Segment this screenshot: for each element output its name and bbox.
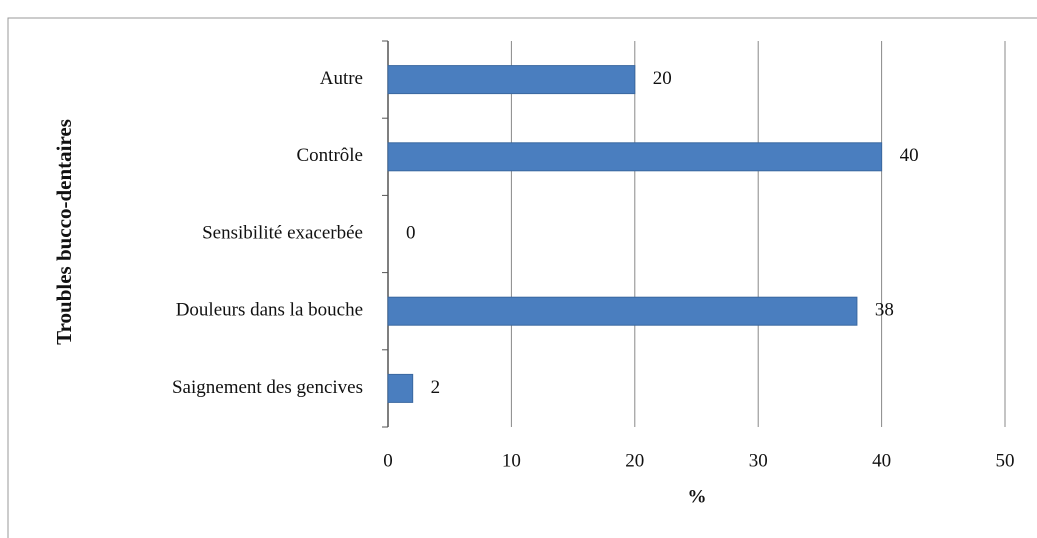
data-label: 40 [900, 145, 919, 166]
data-label: 2 [431, 377, 441, 398]
x-axis-label: % [688, 486, 707, 507]
chart-frame [7, 17, 1037, 538]
data-label: 0 [406, 222, 416, 243]
bar [387, 142, 883, 172]
bar [387, 296, 858, 326]
bar [387, 65, 636, 95]
y-tick-label: Saignement des gencives [172, 377, 363, 398]
y-tick-label: Sensibilité exacerbée [202, 222, 363, 243]
y-tick-label: Douleurs dans la bouche [176, 300, 363, 321]
y-tick-label: Contrôle [297, 145, 364, 166]
x-tick-label: 20 [625, 450, 644, 471]
x-tick-label: 0 [383, 450, 393, 471]
x-tick-label: 40 [872, 450, 891, 471]
data-label: 20 [653, 68, 672, 89]
x-tick-label: 30 [749, 450, 768, 471]
y-tick-label: Autre [320, 68, 363, 89]
data-label: 38 [875, 300, 894, 321]
x-tick-label: 50 [996, 450, 1015, 471]
bar [387, 373, 414, 403]
y-axis-label: Troubles bucco-dentaires [52, 119, 76, 345]
x-tick-label: 10 [502, 450, 521, 471]
